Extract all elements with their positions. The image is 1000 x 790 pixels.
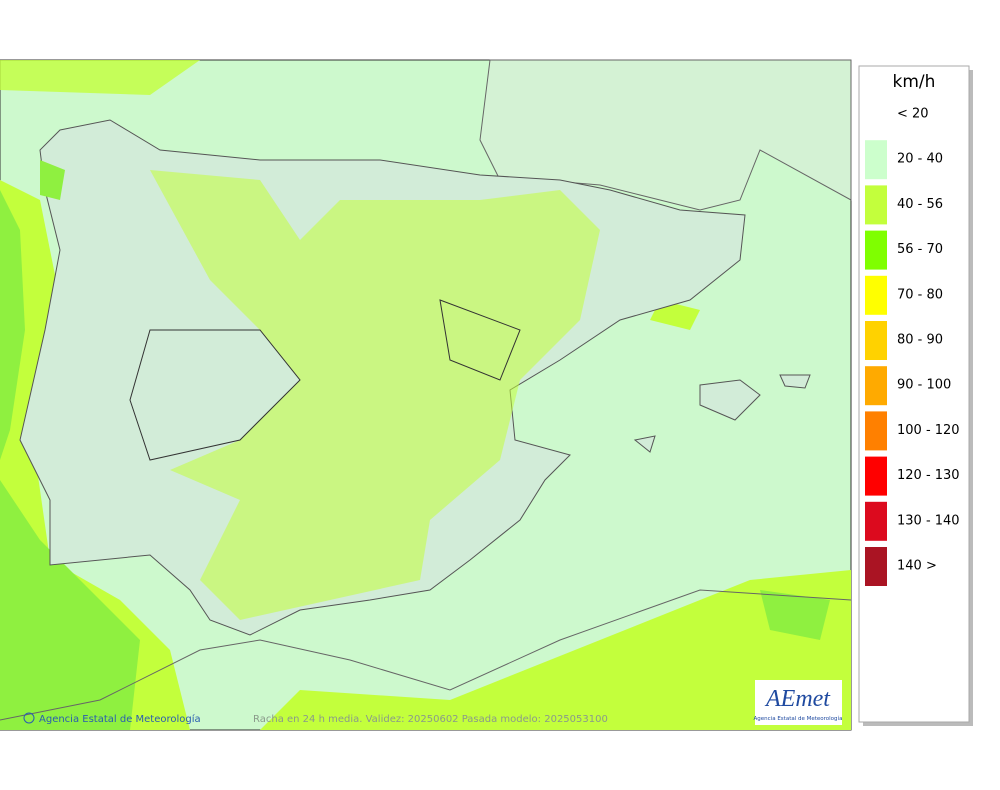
legend-label: 70 - 80	[897, 287, 943, 302]
legend-swatch	[865, 547, 887, 586]
wind-area	[760, 590, 830, 640]
island	[633, 374, 811, 453]
legend-label: 80 - 90	[897, 333, 943, 348]
legend-label: 56 - 70	[897, 242, 943, 257]
wind-area	[40, 160, 65, 200]
legend-label: 40 - 56	[897, 197, 943, 212]
legend: km/h < 20 20 - 40 40 - 56 56 - 70 70 - 80 80 …	[858, 65, 973, 726]
logo: AEmet	[764, 686, 831, 712]
legend-label: 130 - 140	[897, 513, 960, 528]
legend-label: 120 - 130	[897, 468, 960, 483]
legend-swatch	[865, 411, 887, 451]
legend-swatch	[865, 456, 887, 496]
legend-title: km/h	[893, 72, 936, 92]
legend-swatch	[865, 185, 887, 225]
legend-swatch	[865, 366, 887, 406]
legend-label: 140 >	[897, 559, 937, 574]
copyright-icon	[23, 712, 35, 724]
map: Agencia Estatal de Meteorología Racha en…	[0, 59, 852, 731]
legend-swatch	[865, 321, 887, 360]
wind-area	[0, 60, 200, 95]
legend-label: 100 - 120	[897, 423, 960, 438]
credit: Agencia Estatal de Meteorología	[39, 713, 201, 725]
boundary	[129, 299, 521, 461]
legend-swatch	[865, 230, 887, 270]
legend-label: < 20	[897, 107, 929, 122]
legend-swatch	[865, 501, 887, 541]
logo-subtitle: Agencia Estatal de Meteorología	[754, 715, 843, 722]
wind-area	[0, 190, 140, 730]
wind-area	[150, 170, 600, 620]
legend-label: 90 - 100	[897, 378, 951, 393]
logo-box	[755, 680, 842, 725]
legend-swatch	[865, 275, 887, 315]
legend-label: 20 - 40	[897, 152, 943, 167]
coast	[0, 589, 852, 721]
legend-swatch	[865, 140, 887, 180]
wind-area	[260, 570, 851, 730]
land	[479, 59, 852, 211]
caption: Racha en 24 h media. Validez: 20250602 P…	[253, 714, 608, 725]
